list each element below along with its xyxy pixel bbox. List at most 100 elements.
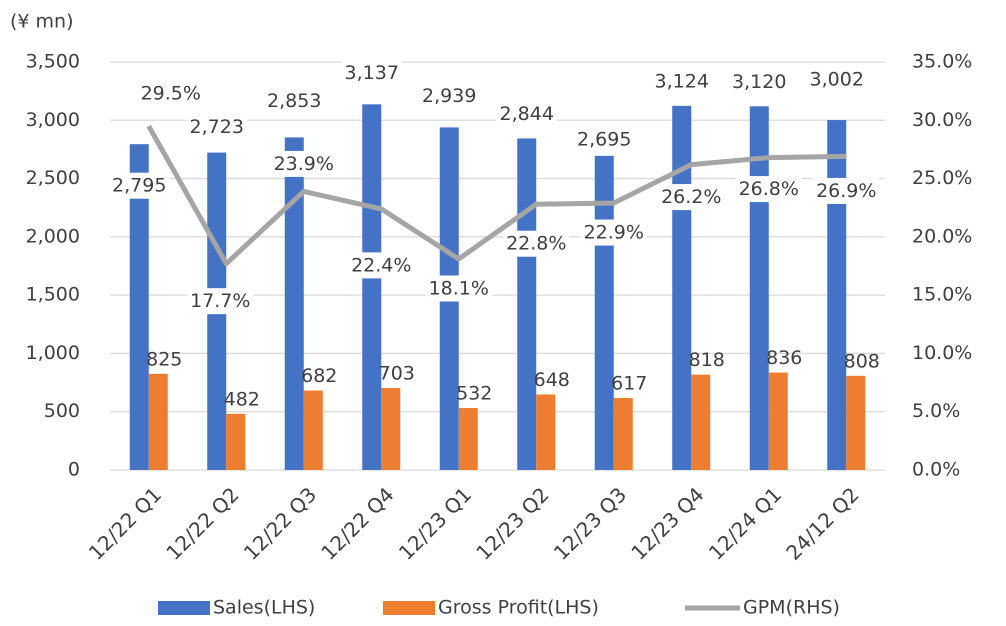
data-label: 2,853 — [267, 90, 321, 112]
label-background — [658, 184, 725, 211]
bar — [827, 120, 847, 470]
x-tick-label: 12/23 Q1 — [394, 482, 476, 564]
data-label: 808 — [844, 350, 880, 372]
bar — [672, 105, 692, 470]
y-tick-label: 3,500 — [26, 51, 80, 73]
x-tick-label: 12/22 Q4 — [316, 482, 398, 564]
label-background — [186, 114, 247, 141]
x-tick-label: 12/22 Q3 — [239, 482, 321, 564]
y2-tick-label: 20.0% — [912, 225, 972, 247]
data-label: 2,844 — [500, 103, 554, 125]
data-label: 22.9% — [584, 222, 644, 244]
data-label: 3,137 — [345, 62, 399, 84]
label-background — [651, 68, 712, 95]
label-background — [813, 177, 880, 204]
data-label: 26.2% — [661, 186, 721, 208]
y2-tick-label: 25.0% — [912, 167, 972, 189]
legend-swatch — [158, 601, 210, 615]
data-label: 482 — [224, 388, 260, 410]
data-label: 2,939 — [422, 85, 476, 107]
x-tick-label: 12/22 Q1 — [84, 482, 166, 564]
bar — [381, 388, 401, 470]
data-label: 703 — [379, 363, 415, 385]
label-background — [806, 66, 867, 93]
y-tick-label: 500 — [44, 400, 80, 422]
bar — [613, 398, 633, 470]
label-background — [425, 275, 492, 302]
x-tick-label: 12/23 Q4 — [626, 482, 708, 564]
data-label: 22.4% — [351, 254, 411, 276]
legend-label: Sales(LHS) — [213, 597, 315, 619]
bar — [517, 138, 537, 470]
label-background — [109, 172, 170, 199]
data-label: 682 — [301, 365, 337, 387]
data-label: 2,723 — [190, 116, 244, 138]
bar — [362, 104, 382, 470]
label-background — [574, 126, 635, 153]
y-tick-label: 2,000 — [26, 225, 80, 247]
y2-tick-label: 5.0% — [912, 400, 960, 422]
y2-tick-label: 35.0% — [912, 51, 972, 73]
bar — [768, 372, 788, 470]
x-tick-label: 12/22 Q2 — [161, 482, 243, 564]
label-background — [729, 68, 790, 95]
bar — [303, 390, 323, 470]
label-background — [270, 150, 337, 177]
data-label: 17.7% — [190, 290, 250, 312]
legend-swatch — [383, 601, 435, 615]
bar — [148, 373, 168, 470]
legend-label: GPM(RHS) — [743, 597, 840, 619]
y-tick-label: 1,500 — [26, 284, 80, 306]
label-background — [264, 87, 325, 114]
bar — [846, 375, 866, 470]
data-label: 18.1% — [429, 278, 489, 300]
data-label: 818 — [689, 349, 725, 371]
y-tick-label: 2,500 — [26, 167, 80, 189]
y-tick-label: 0 — [68, 459, 80, 481]
data-label: 825 — [146, 348, 182, 370]
x-tick-label: 12/23 Q2 — [471, 482, 553, 564]
y-tick-label: 1,000 — [26, 342, 80, 364]
label-background — [496, 100, 557, 127]
data-label: 648 — [534, 369, 570, 391]
label-background — [341, 59, 402, 86]
data-label: 2,695 — [577, 128, 631, 150]
label-background — [503, 230, 570, 257]
bar — [284, 137, 304, 471]
label-background — [419, 82, 480, 109]
bar — [226, 413, 246, 470]
bar — [129, 144, 149, 470]
data-label: 617 — [611, 373, 647, 395]
data-label: 3,120 — [732, 71, 786, 93]
data-label: 3,002 — [810, 69, 864, 91]
label-background — [187, 288, 254, 315]
y2-tick-label: 15.0% — [912, 284, 972, 306]
line — [146, 124, 847, 267]
label-background — [348, 252, 415, 279]
bar — [536, 394, 556, 470]
data-label: 3,124 — [655, 70, 709, 92]
data-label: 23.9% — [274, 153, 334, 175]
data-label: 836 — [766, 347, 802, 369]
x-tick-label: 24/12 Q2 — [781, 482, 863, 564]
y-tick-label: 3,000 — [26, 109, 80, 131]
data-label: 26.9% — [816, 180, 876, 202]
data-label: 29.5% — [141, 83, 201, 105]
y-axis-unit: (¥ mn) — [10, 11, 74, 33]
x-tick-label: 12/24 Q1 — [704, 482, 786, 564]
bar — [691, 374, 711, 470]
label-background — [580, 219, 647, 246]
legend-label: Gross Profit(LHS) — [438, 597, 599, 619]
label-background — [137, 80, 204, 107]
data-label: 2,795 — [112, 175, 166, 197]
data-label: 26.8% — [739, 178, 799, 200]
x-tick-label: 12/23 Q3 — [549, 482, 631, 564]
data-label: 22.8% — [506, 233, 566, 255]
label-background — [735, 176, 802, 203]
data-label: 532 — [456, 382, 492, 404]
bar — [458, 407, 478, 470]
y2-tick-label: 10.0% — [912, 342, 972, 364]
y2-tick-label: 0.0% — [912, 459, 960, 481]
y2-tick-label: 30.0% — [912, 109, 972, 131]
